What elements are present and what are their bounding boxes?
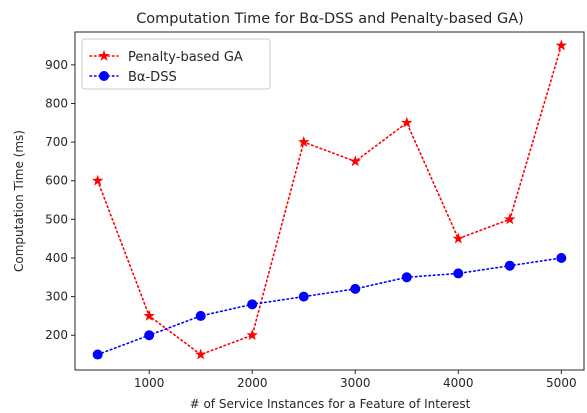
data-point [195,310,206,321]
data-point [401,116,413,128]
legend-label: Penalty-based GA [128,50,243,65]
legend-swatch-marker [98,50,110,61]
chart-title: Computation Time for Bα-DSS and Penalty-… [136,11,524,27]
x-tick-label: 3000 [340,376,371,390]
data-point [504,213,516,225]
x-tick-label: 2000 [237,376,268,390]
y-tick-label: 800 [45,96,68,110]
data-point [246,329,258,341]
legend-swatch-marker [99,71,109,81]
data-point [92,349,103,360]
y-tick-label: 300 [45,290,68,304]
data-point [298,136,310,147]
legend-box [81,38,271,90]
data-point [556,252,567,263]
data-point [349,155,361,167]
data-point [195,348,207,360]
y-axis-label: Computation Time (ms) [12,130,26,272]
x-axis-ticks: 1000 2000 3000 4000 5000 [134,370,577,390]
series-1 [91,39,568,360]
series-2 [92,252,567,360]
x-axis-label: # of Service Instances for a Feature of … [190,397,471,411]
data-point [504,260,515,271]
legend: Penalty-based GA Bα-DSS [81,38,271,90]
legend-items: Penalty-based GA Bα-DSS [89,50,243,85]
data-point [91,174,104,186]
x-tick-label: 1000 [134,376,165,390]
legend-item: Bα-DSS [89,70,177,85]
data-point [143,309,155,321]
legend-label: Bα-DSS [128,70,177,85]
y-tick-label: 200 [45,328,68,342]
data-point [452,232,464,244]
y-tick-label: 700 [45,135,68,149]
y-axis-ticks: 200 300 400 500 600 700 800 900 [45,58,75,342]
y-tick-label: 400 [45,251,68,265]
x-tick-label: 4000 [443,376,474,390]
data-point [555,39,568,51]
data-point [453,268,464,279]
legend-item: Penalty-based GA [89,50,243,65]
y-tick-label: 600 [45,174,68,188]
data-point [401,272,412,283]
series-line [96,44,563,356]
series-layer [91,39,568,360]
series-line [96,257,563,356]
y-tick-label: 900 [45,58,68,72]
data-point [144,330,155,341]
y-tick-label: 500 [45,212,68,226]
data-point [298,291,309,302]
data-point [247,299,258,310]
data-point [350,283,361,294]
x-tick-label: 5000 [546,376,577,390]
